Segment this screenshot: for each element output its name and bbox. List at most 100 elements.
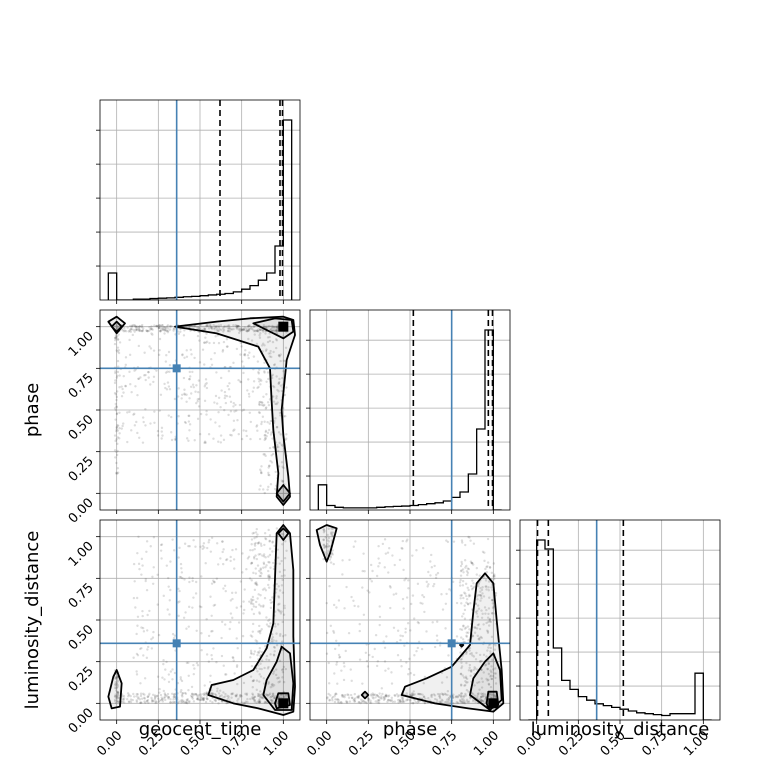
sample-point xyxy=(274,470,277,474)
sample-point xyxy=(454,695,458,698)
sample-point xyxy=(263,701,266,704)
sample-point xyxy=(419,601,422,605)
sample-point xyxy=(258,334,261,337)
sample-point xyxy=(227,695,230,698)
sample-point xyxy=(254,605,258,609)
sample-point xyxy=(137,377,141,381)
sample-point xyxy=(145,550,148,553)
sample-point xyxy=(275,527,279,530)
sample-point xyxy=(191,692,194,696)
sample-point xyxy=(264,645,267,648)
sample-point xyxy=(116,335,119,338)
sample-point xyxy=(136,697,140,700)
sample-point xyxy=(345,585,348,589)
sample-point xyxy=(160,426,164,430)
sample-point xyxy=(271,693,275,696)
sample-point xyxy=(281,635,285,638)
sample-point xyxy=(164,360,168,363)
sample-point xyxy=(479,660,482,663)
sample-point xyxy=(183,356,186,359)
sample-point xyxy=(163,696,166,700)
sample-point xyxy=(254,329,257,333)
sample-point xyxy=(213,580,216,584)
sample-point xyxy=(203,441,206,445)
sample-point xyxy=(273,385,276,389)
sample-point xyxy=(473,626,476,629)
sample-point xyxy=(421,602,424,605)
sample-point xyxy=(254,554,257,557)
sample-point xyxy=(245,327,248,330)
sample-point xyxy=(327,544,330,548)
sample-point xyxy=(177,614,180,618)
sample-point xyxy=(482,671,485,674)
sample-point xyxy=(179,676,182,679)
sample-point xyxy=(480,692,483,695)
sample-point xyxy=(263,666,266,670)
sample-point xyxy=(159,330,162,333)
sample-point xyxy=(324,536,327,539)
sample-point xyxy=(252,598,255,602)
sample-point xyxy=(264,537,268,541)
sample-point xyxy=(170,431,173,434)
sample-point xyxy=(493,575,496,578)
sample-point xyxy=(225,345,229,348)
sample-point xyxy=(459,569,463,573)
sample-point xyxy=(257,372,261,375)
sample-point xyxy=(129,383,132,386)
sample-point xyxy=(440,698,444,702)
sample-point xyxy=(190,692,194,696)
sample-point xyxy=(133,369,136,372)
sample-point xyxy=(116,350,119,353)
sample-point xyxy=(446,540,450,544)
sample-point xyxy=(265,616,268,619)
sample-point xyxy=(270,461,274,464)
sample-point xyxy=(416,582,420,586)
sample-point xyxy=(327,536,331,540)
sample-point xyxy=(120,385,123,388)
sample-point xyxy=(169,670,173,673)
sample-point xyxy=(222,340,226,344)
sample-point xyxy=(200,632,203,635)
sample-point xyxy=(116,690,120,694)
sample-point xyxy=(460,657,463,661)
sample-point xyxy=(489,675,492,678)
sample-point xyxy=(341,693,344,697)
sample-point xyxy=(237,325,240,328)
sample-point xyxy=(138,436,141,440)
sample-point xyxy=(469,674,472,678)
sample-point xyxy=(384,695,388,698)
sample-point xyxy=(143,374,146,377)
sample-point xyxy=(206,546,209,550)
sample-point xyxy=(208,680,212,684)
sample-point xyxy=(433,645,437,649)
sample-point xyxy=(215,402,219,405)
sample-point xyxy=(263,344,266,347)
sample-point xyxy=(252,605,256,608)
sample-point xyxy=(115,675,119,678)
sample-point xyxy=(465,601,468,604)
sample-point xyxy=(494,682,498,685)
sample-point xyxy=(222,548,225,551)
sample-point xyxy=(116,691,120,694)
sample-point xyxy=(271,633,274,636)
sample-point xyxy=(205,409,208,413)
sample-point xyxy=(187,544,190,548)
sample-point xyxy=(484,585,487,588)
contour-line xyxy=(107,669,123,710)
sample-point xyxy=(239,693,242,697)
sample-point xyxy=(336,698,340,701)
sample-point xyxy=(338,655,342,659)
sample-point xyxy=(257,630,260,633)
sample-point xyxy=(237,324,240,328)
sample-point xyxy=(444,602,448,606)
sample-point xyxy=(413,693,416,696)
sample-point xyxy=(411,702,415,705)
sample-point xyxy=(252,602,255,606)
sample-point xyxy=(157,326,161,329)
sample-point xyxy=(162,594,165,598)
sample-point xyxy=(250,543,253,546)
sample-point xyxy=(259,328,262,331)
sample-point xyxy=(259,567,262,570)
x-tick-label: 0.25 xyxy=(346,728,377,759)
sample-point xyxy=(366,665,370,668)
